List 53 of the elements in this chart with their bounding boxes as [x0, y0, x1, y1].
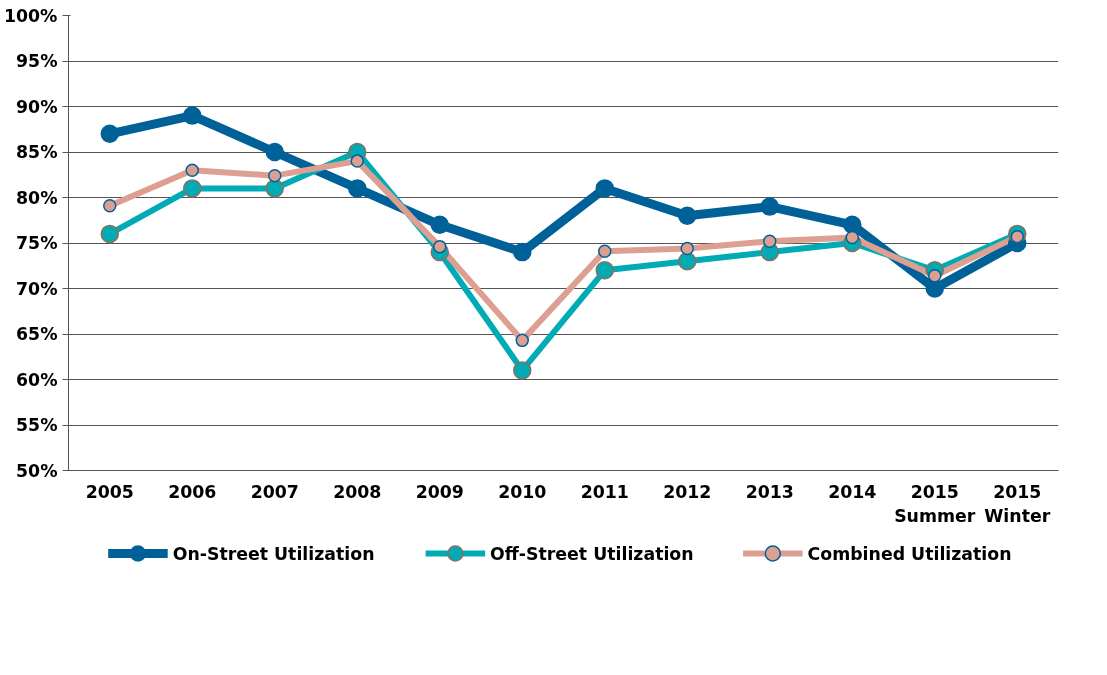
point — [760, 197, 779, 216]
legend-label: Combined Utilization — [807, 543, 1012, 564]
point — [185, 163, 199, 177]
point — [513, 242, 532, 262]
point — [103, 198, 117, 213]
point — [763, 234, 777, 248]
point — [433, 239, 447, 254]
y-tick-label: 100% — [3, 5, 58, 26]
point — [925, 279, 944, 298]
point — [678, 206, 697, 225]
y-tick-label: 65% — [16, 324, 58, 344]
point — [678, 251, 697, 271]
point — [265, 179, 284, 198]
point — [268, 168, 282, 183]
x-tick-label: 2012 — [663, 481, 712, 502]
x-tick-label: 2015 Summer — [894, 481, 976, 526]
point — [515, 333, 529, 348]
point — [595, 179, 614, 198]
point — [513, 361, 532, 380]
point — [598, 244, 612, 258]
x-tick-label: 2005 — [85, 481, 134, 502]
x-tick-label: 2015 Winter — [984, 481, 1051, 526]
point — [265, 142, 284, 162]
x-tick-label: 2014 — [828, 481, 877, 502]
x-tick-label: 2009 — [415, 481, 464, 502]
point — [430, 215, 449, 235]
x-tick-label: 2010 — [498, 481, 547, 502]
y-tick-label: 70% — [16, 278, 58, 299]
x-tick-label: 2008 — [333, 481, 382, 502]
point — [348, 179, 367, 198]
point — [845, 230, 859, 245]
point — [100, 124, 119, 144]
x-tick-label: 2013 — [745, 481, 794, 502]
point — [595, 261, 614, 280]
y-tick-label: 50% — [16, 460, 58, 481]
point — [183, 106, 202, 125]
point — [350, 154, 364, 168]
y-tick-label: 85% — [16, 142, 58, 162]
point — [843, 215, 862, 235]
y-tick-label: 60% — [16, 369, 58, 390]
y-tick-label: 75% — [16, 233, 58, 253]
legend-label: On-Street Utilization — [172, 543, 375, 564]
y-tick-label: 80% — [16, 187, 58, 208]
x-tick-label: 2011 — [580, 481, 629, 502]
point — [183, 179, 202, 198]
x-tick-label: 2007 — [250, 481, 299, 502]
point — [100, 224, 119, 244]
x-tick-label: 2006 — [168, 481, 217, 502]
point — [680, 241, 694, 256]
legend-label: Off-Street Utilization — [490, 543, 694, 564]
y-tick-label: 90% — [16, 96, 58, 117]
y-tick-label: 55% — [16, 415, 58, 435]
y-tick-label: 95% — [16, 51, 58, 71]
